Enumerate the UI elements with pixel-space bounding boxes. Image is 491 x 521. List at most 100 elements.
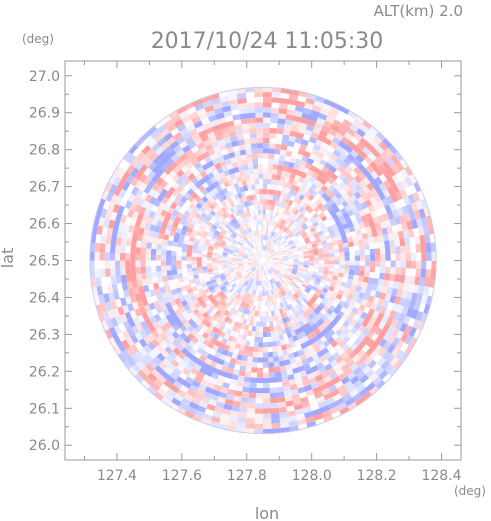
radar-cell [242, 256, 249, 259]
radar-cell [304, 191, 312, 199]
radar-cell [338, 140, 348, 150]
radar-cell [331, 376, 341, 385]
radar-cell [420, 294, 428, 305]
radar-cell [370, 302, 378, 311]
radar-cell [301, 189, 308, 197]
radar-cell [195, 311, 203, 319]
radar-cell [339, 105, 351, 115]
radar-cell [263, 214, 266, 220]
radar-cell [267, 300, 271, 307]
radar-cell [272, 254, 278, 257]
radar-cell [266, 240, 270, 246]
radar-cell [303, 102, 314, 111]
radar-cell [164, 345, 173, 355]
radar-cell [357, 324, 366, 333]
radar-cell [295, 291, 301, 297]
radar-cell [378, 329, 387, 339]
radar-cell [121, 181, 131, 191]
radar-cell [114, 260, 121, 269]
radar-cell [282, 289, 288, 295]
radar-cell [248, 392, 257, 399]
radar-cell [223, 310, 230, 317]
radar-cell [302, 107, 313, 115]
radar-cell [363, 271, 370, 278]
radar-cell [395, 253, 401, 261]
radar-cell [347, 241, 354, 248]
radar-cell [293, 276, 300, 282]
radar-cell [342, 291, 349, 299]
radar-cell [200, 417, 211, 426]
radar-cell [303, 258, 309, 261]
radar-cell [364, 155, 374, 166]
radar-cell [208, 310, 216, 318]
radar-cell [265, 251, 269, 257]
radar-cell [271, 174, 277, 180]
radar-cell [415, 268, 422, 278]
radar-cell [390, 193, 399, 203]
radar-cell [143, 135, 154, 145]
radar-cell [263, 97, 272, 103]
radar-cell [130, 176, 139, 187]
radar-cell [219, 273, 225, 277]
radar-cell [326, 169, 334, 178]
radar-cell [217, 298, 224, 304]
radar-cell [173, 144, 183, 154]
radar-cell [321, 239, 328, 245]
radar-cell [227, 258, 233, 261]
radar-cell [219, 353, 227, 361]
radar-cell [237, 139, 245, 146]
radar-cell [257, 251, 261, 257]
radar-cell [253, 255, 259, 259]
radar-cell [262, 352, 269, 358]
radar-cell [239, 170, 246, 177]
radar-cell [272, 278, 276, 284]
radar-cell [198, 276, 205, 282]
radar-cell [307, 247, 313, 252]
radar-cell [172, 220, 180, 228]
radar-cell [160, 221, 168, 229]
radar-cell [276, 128, 285, 135]
radar-cell [162, 204, 171, 212]
radar-cell [242, 258, 248, 260]
radar-cell [209, 209, 217, 217]
radar-cell [300, 117, 310, 125]
radar-cell [364, 260, 371, 267]
radar-cell [283, 233, 289, 239]
radar-cell [248, 293, 252, 300]
radar-cell [274, 282, 279, 288]
radar-cell [256, 280, 259, 286]
radar-cell [163, 145, 174, 155]
radar-cell [224, 291, 231, 297]
radar-cell [335, 367, 345, 377]
radar-cell [266, 230, 270, 236]
radar-cell [256, 251, 261, 257]
radar-cell [334, 336, 343, 345]
radar-cell [217, 196, 225, 203]
radar-cell [192, 298, 199, 306]
radar-cell [262, 408, 272, 414]
radar-cell [236, 380, 244, 387]
radar-cell [234, 269, 240, 273]
radar-cell [176, 268, 183, 275]
radar-cell [274, 233, 279, 239]
radar-cell [267, 257, 273, 260]
radar-cell [151, 329, 160, 339]
radar-cell [226, 351, 234, 358]
radar-cell [341, 393, 353, 403]
radar-cell [344, 216, 352, 224]
radar-cell [230, 319, 236, 326]
radar-cell [247, 163, 254, 170]
radar-cell [271, 97, 281, 104]
radar-cell [284, 176, 290, 183]
radar-cell [161, 196, 169, 205]
radar-cell [247, 314, 252, 321]
radar-cell [394, 190, 404, 201]
radar-cell [377, 320, 386, 330]
radar-cell [255, 253, 260, 258]
radar-cell [179, 127, 190, 137]
radar-cell [314, 224, 321, 230]
radar-cell [322, 287, 329, 294]
radar-cell [217, 217, 224, 223]
radar-cell [251, 367, 258, 373]
radar-cell [116, 341, 126, 353]
